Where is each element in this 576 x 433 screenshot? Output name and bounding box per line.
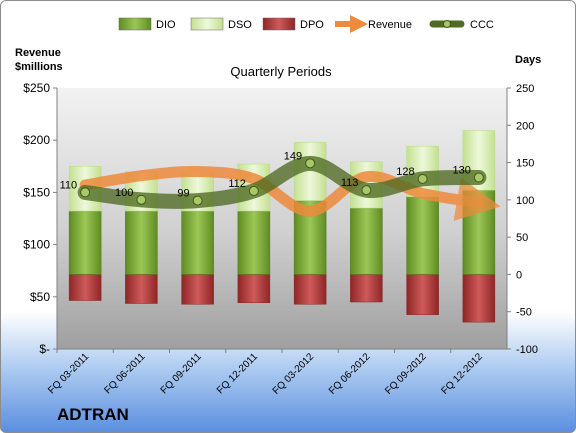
right-tick-label: 0 <box>516 269 522 281</box>
revenue-line <box>79 165 501 221</box>
x-tick-label: FQ 12-2012 <box>439 351 485 397</box>
x-tick-label: FQ 09-2011 <box>159 351 204 396</box>
dio-bar <box>125 210 158 275</box>
right-tick-label: 200 <box>516 120 534 132</box>
right-tick-label: -100 <box>516 344 538 356</box>
x-tick-label: FQ 06-2012 <box>327 351 373 397</box>
dpo-bar <box>68 274 102 301</box>
dpo-bar <box>462 274 496 323</box>
ccc-data-label: 110 <box>60 179 78 191</box>
x-tick-label: FQ 12-2011 <box>215 351 260 396</box>
ccc-point <box>417 173 428 184</box>
right-tick-label: 250 <box>516 83 534 95</box>
legend-label-revenue: Revenue <box>368 19 412 31</box>
ccc-point <box>192 195 203 206</box>
ccc-data-label: 128 <box>396 166 414 178</box>
right-tick-label: 50 <box>516 232 528 244</box>
x-tick-label: FQ 09-2012 <box>383 351 429 397</box>
ccc-point <box>305 158 316 169</box>
ccc-data-label: 130 <box>453 164 471 176</box>
dio-bar <box>237 210 271 275</box>
left-tick-label: $150 <box>23 185 50 199</box>
ccc-point <box>80 187 91 198</box>
chart-title: Quarterly Periods <box>230 64 332 79</box>
legend-label-dio: DIO <box>156 19 176 31</box>
right-tick-label: -50 <box>516 307 532 319</box>
ccc-data-label: 99 <box>177 188 189 200</box>
legend-label-ccc: CCC <box>470 19 494 31</box>
dio-bar <box>68 210 102 275</box>
right-tick-label: 100 <box>516 195 534 207</box>
dio-bar <box>181 210 214 275</box>
ccc-data-label: 113 <box>341 177 359 189</box>
legend-marker-ccc <box>443 20 451 28</box>
legend-swatch-dso <box>190 17 224 31</box>
ccc-point <box>136 194 147 205</box>
dpo-bar <box>350 274 383 303</box>
dpo-bar <box>125 274 158 304</box>
left-tick-label: $- <box>39 342 50 356</box>
plot-area <box>57 88 507 349</box>
dpo-bar <box>181 274 214 305</box>
left-tick-label: $50 <box>30 290 50 304</box>
legend-label-dso: DSO <box>228 19 252 31</box>
ccc-data-label: 112 <box>228 178 246 190</box>
x-tick-label: FQ 03-2012 <box>271 351 317 397</box>
ccc-point <box>473 172 484 183</box>
left-axis-title-line: Revenue <box>15 47 61 59</box>
dio-bar <box>350 207 383 275</box>
left-tick-label: $250 <box>23 81 50 95</box>
legend-swatch-dpo <box>262 17 296 31</box>
x-tick-label: FQ 03-2011 <box>46 351 91 396</box>
dpo-bar <box>293 274 327 305</box>
dpo-bar <box>406 274 439 315</box>
ccc-point <box>361 185 372 196</box>
legend-label-dpo: DPO <box>300 19 324 31</box>
ccc-data-label: 149 <box>284 150 302 162</box>
left-axis-title: Revenue $millions <box>15 47 63 73</box>
left-tick-label: $200 <box>23 133 50 147</box>
left-axis-title-line: $millions <box>15 61 63 73</box>
ccc-line <box>77 155 487 209</box>
right-tick-label: 150 <box>516 158 534 170</box>
x-tick-label: FQ 06-2011 <box>103 351 148 396</box>
right-axis-title: Days <box>515 54 541 66</box>
ccc-point <box>248 185 259 196</box>
dio-bar <box>406 196 439 275</box>
ccc-data-label: 100 <box>115 187 133 199</box>
company-name: ADTRAN <box>57 405 129 424</box>
dpo-bar <box>237 274 271 304</box>
left-tick-label: $100 <box>23 238 50 252</box>
legend-swatch-dio <box>118 17 152 31</box>
